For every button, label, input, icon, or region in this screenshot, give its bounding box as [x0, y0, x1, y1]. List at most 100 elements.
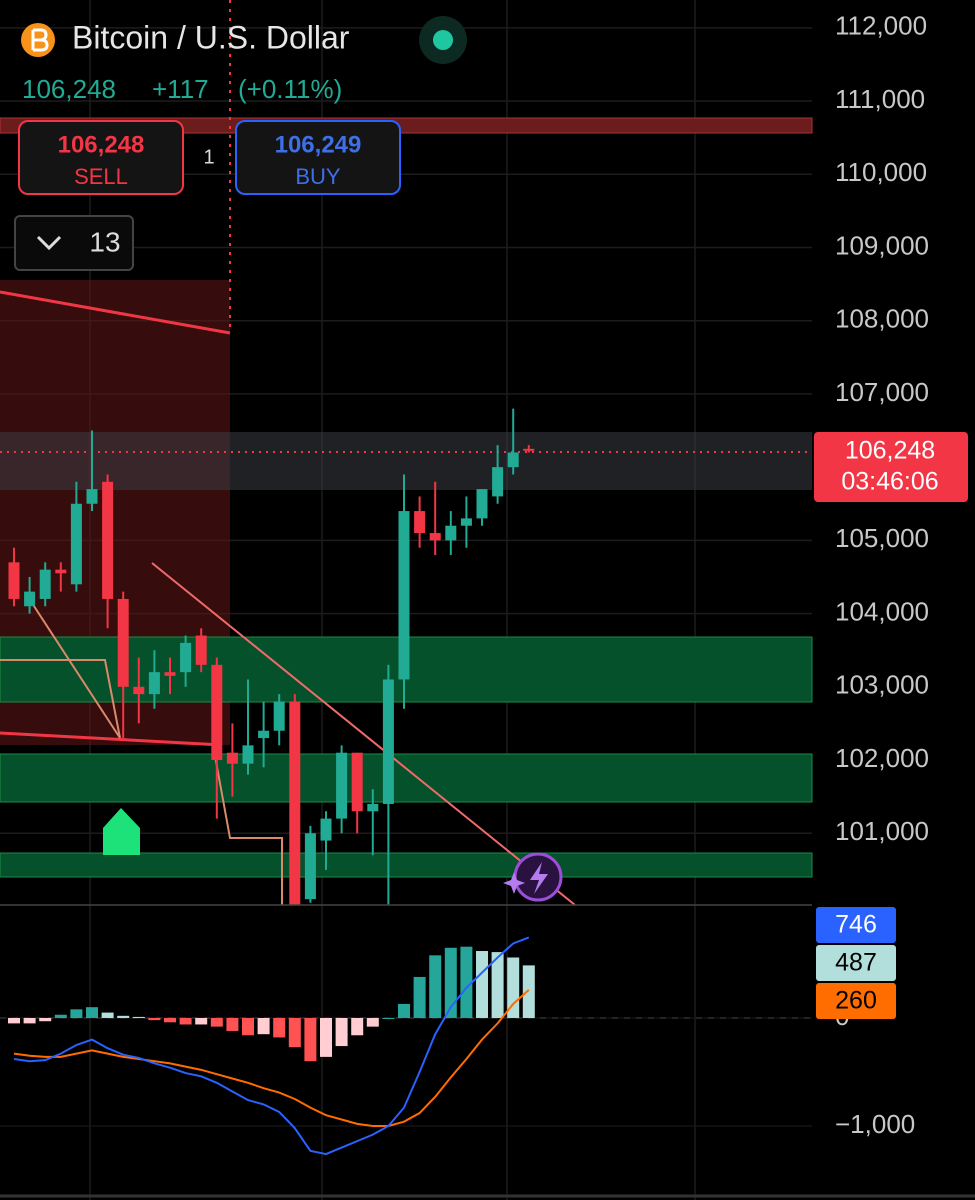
candle-body: [429, 533, 441, 541]
y-tick-label: 110,000: [835, 157, 927, 187]
histogram-bar: [54, 1014, 67, 1018]
histogram-bar: [86, 1007, 98, 1018]
price-tag-box: [814, 432, 968, 502]
y-tick-label: −1,000: [835, 1109, 915, 1139]
histogram-bar: [101, 1012, 114, 1018]
resistance-band: [0, 117, 813, 134]
histogram-bar: [460, 946, 473, 1018]
histogram-bar: [117, 1015, 130, 1018]
chevron: [36, 235, 62, 251]
histogram-bar: [70, 1009, 83, 1018]
candle-body: [39, 569, 51, 599]
histogram-bar: [179, 1017, 192, 1025]
candle-body: [523, 448, 535, 451]
y-tick-label: 104,000: [835, 596, 929, 626]
buy-signal-marker: [103, 808, 140, 855]
y-tick-label: 112,000: [835, 11, 927, 41]
candle-body: [226, 752, 238, 764]
histogram-bar: [491, 952, 504, 1018]
histogram-bar: [335, 1017, 348, 1047]
histogram-badge-label: 487: [835, 949, 877, 977]
indicator-toggle[interactable]: 13: [14, 215, 134, 271]
y-tick-label: 101,000: [835, 816, 929, 846]
last-price: 106,248: [22, 74, 116, 104]
histogram-bar: [429, 955, 442, 1018]
candle-body: [148, 672, 160, 695]
candle-body: [273, 701, 285, 731]
y-tick-label: 102,000: [835, 743, 929, 773]
buy-label: BUY: [295, 164, 341, 189]
histogram-bar: [8, 1017, 20, 1024]
y-tick-label: 109,000: [835, 230, 929, 260]
candle-body: [476, 489, 488, 519]
candles: [8, 408, 535, 905]
support-zone: [0, 753, 813, 803]
macd-badge: [816, 907, 896, 943]
macd-line: [13, 936, 530, 1156]
sell-button[interactable]: 106,248 SELL: [18, 120, 184, 195]
support-zone: [0, 852, 813, 878]
buy-button[interactable]: 106,249 BUY: [235, 120, 401, 195]
candle-body: [211, 664, 223, 761]
price-tag-value: 106,248: [845, 437, 935, 465]
trend-line: [0, 731, 223, 747]
candle-body: [102, 481, 114, 599]
macd-pane: [0, 936, 812, 1156]
histogram-bar: [320, 1017, 332, 1057]
y-tick-label: 111,000: [835, 84, 925, 114]
signal-badge-label: 260: [835, 987, 877, 1015]
histogram-bar: [39, 1017, 52, 1022]
histogram-bar: [210, 1017, 223, 1027]
histogram-bar: [366, 1017, 379, 1027]
histogram-bar: [382, 1017, 395, 1019]
histogram-bar: [23, 1017, 36, 1024]
toggle-box[interactable]: [14, 215, 134, 271]
candle-body: [164, 672, 176, 676]
histogram-bar: [242, 1017, 254, 1036]
sell-box[interactable]: [18, 120, 184, 195]
sell-price: 106,248: [58, 131, 145, 158]
histogram-bar: [304, 1017, 317, 1062]
candle-body: [195, 635, 207, 665]
candle-body: [492, 467, 504, 497]
price-change: +117: [152, 74, 209, 104]
y-tick-label: 105,000: [835, 523, 929, 553]
histogram-bar: [413, 976, 426, 1018]
histogram-bar: [257, 1017, 270, 1035]
buy-price: 106,249: [275, 131, 362, 158]
lightning-glyph: [530, 862, 548, 894]
candle-body: [304, 833, 316, 900]
bitcoin-glyph: [31, 28, 49, 52]
signal-line: [13, 989, 530, 1128]
histogram-bar: [351, 1017, 364, 1036]
histogram-bar: [288, 1017, 301, 1048]
candle-body: [367, 803, 379, 812]
histogram-bar: [398, 1003, 410, 1018]
y-tick-label: 103,000: [835, 670, 929, 700]
histogram-badge: [816, 945, 896, 981]
candle-body: [86, 489, 98, 504]
histogram-bar: [476, 951, 488, 1018]
candle-body: [133, 686, 145, 695]
trend-line: [0, 290, 231, 335]
candle-body: [445, 525, 457, 541]
candle-body: [460, 518, 472, 526]
indicator-count: 13: [89, 226, 120, 257]
candle-body: [55, 569, 67, 574]
histogram-bar: [273, 1017, 286, 1038]
histogram-bar: [444, 947, 457, 1018]
quantity: 1: [203, 146, 214, 168]
candle-body: [258, 730, 270, 739]
histogram-bar: [148, 1017, 161, 1021]
pattern-line: [212, 744, 283, 905]
pattern-line: [0, 599, 121, 739]
candle-body: [8, 562, 20, 599]
sell-label: SELL: [74, 164, 128, 189]
candle-body: [320, 818, 332, 841]
buy-box[interactable]: [235, 120, 401, 195]
histogram-bar: [522, 965, 535, 1018]
y-tick-label: 108,000: [835, 304, 929, 334]
vertical-grid: [89, 0, 696, 1200]
